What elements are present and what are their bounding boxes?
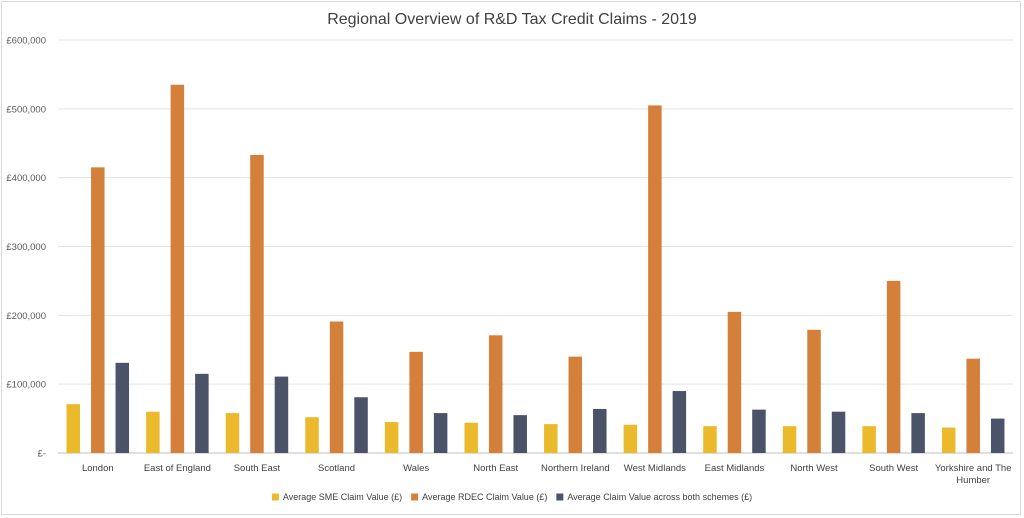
legend-item: Average RDEC Claim Value (£) (411, 492, 547, 502)
y-tick-label: £600,000 (6, 36, 46, 47)
bar (966, 358, 980, 453)
bar (225, 413, 240, 453)
bar (305, 417, 319, 453)
gridlines (58, 39, 1013, 454)
legend-item: Average SME Claim Value (£) (271, 492, 402, 502)
x-tick-label: Wales (403, 463, 429, 474)
y-tick-label: £300,000 (6, 242, 46, 253)
bar (488, 335, 503, 453)
y-axis: £- £100,000 £200,000 £300,000 £400,000 £500,0… (6, 36, 46, 460)
bars (66, 84, 1005, 454)
bar (433, 413, 448, 453)
bar (274, 376, 289, 453)
bar (623, 424, 638, 453)
bar (384, 422, 399, 453)
bar (911, 413, 925, 453)
x-tick-label: North West (790, 463, 838, 474)
bar (990, 418, 1005, 453)
bar (648, 105, 662, 454)
legend-label: Average SME Claim Value (£) (283, 492, 402, 502)
bar (329, 321, 344, 453)
x-tick-label: North East (473, 463, 518, 474)
bar (354, 397, 368, 453)
bar (672, 391, 687, 453)
bar (782, 426, 797, 453)
x-tick-label: South West (869, 463, 918, 474)
y-tick-label: £400,000 (6, 173, 46, 184)
x-tick-label: Northern Ireland (541, 463, 610, 474)
x-tick-label: West Midlands (624, 463, 686, 474)
bar (115, 362, 130, 453)
x-tick-label: Scotland (318, 463, 355, 474)
x-tick-label: Yorkshire and The Humber (935, 463, 1012, 486)
x-axis: London East of England South East Scotland W… (82, 463, 1012, 486)
bar (195, 373, 209, 453)
bar (513, 415, 527, 453)
bar (752, 409, 766, 453)
bar (544, 424, 558, 453)
chart-title: Regional Overview of R&D Tax Credit Clai… (327, 11, 697, 28)
legend: Average SME Claim Value (£) Average RDEC … (271, 492, 752, 502)
bar (66, 404, 81, 453)
bar (250, 154, 264, 453)
y-tick-label: £500,000 (6, 104, 46, 115)
legend-label: Average RDEC Claim Value (£) (422, 492, 547, 502)
legend-swatch (271, 493, 279, 501)
bar (727, 311, 742, 453)
y-tick-label: £200,000 (6, 311, 46, 322)
bar (91, 167, 105, 453)
bar (941, 427, 956, 453)
bar (862, 426, 876, 453)
bar (831, 411, 846, 453)
bar (170, 84, 185, 453)
legend-swatch (411, 493, 419, 501)
y-tick-label: £- (38, 449, 46, 460)
legend-label: Average Claim Value across both schemes … (567, 492, 752, 502)
x-tick-label: East of England (144, 463, 211, 474)
bar (703, 426, 717, 453)
y-tick-label: £100,000 (6, 380, 46, 391)
bar (568, 356, 583, 453)
bar (807, 329, 821, 453)
bar (464, 422, 478, 453)
x-tick-label: South East (234, 463, 281, 474)
bar (886, 280, 901, 453)
legend-swatch (556, 493, 564, 501)
x-tick-label: East Midlands (705, 463, 765, 474)
bar (146, 411, 160, 453)
bar (409, 351, 423, 453)
bar (593, 408, 607, 453)
x-tick-label: London (82, 463, 114, 474)
legend-item: Average Claim Value across both schemes … (556, 492, 752, 502)
